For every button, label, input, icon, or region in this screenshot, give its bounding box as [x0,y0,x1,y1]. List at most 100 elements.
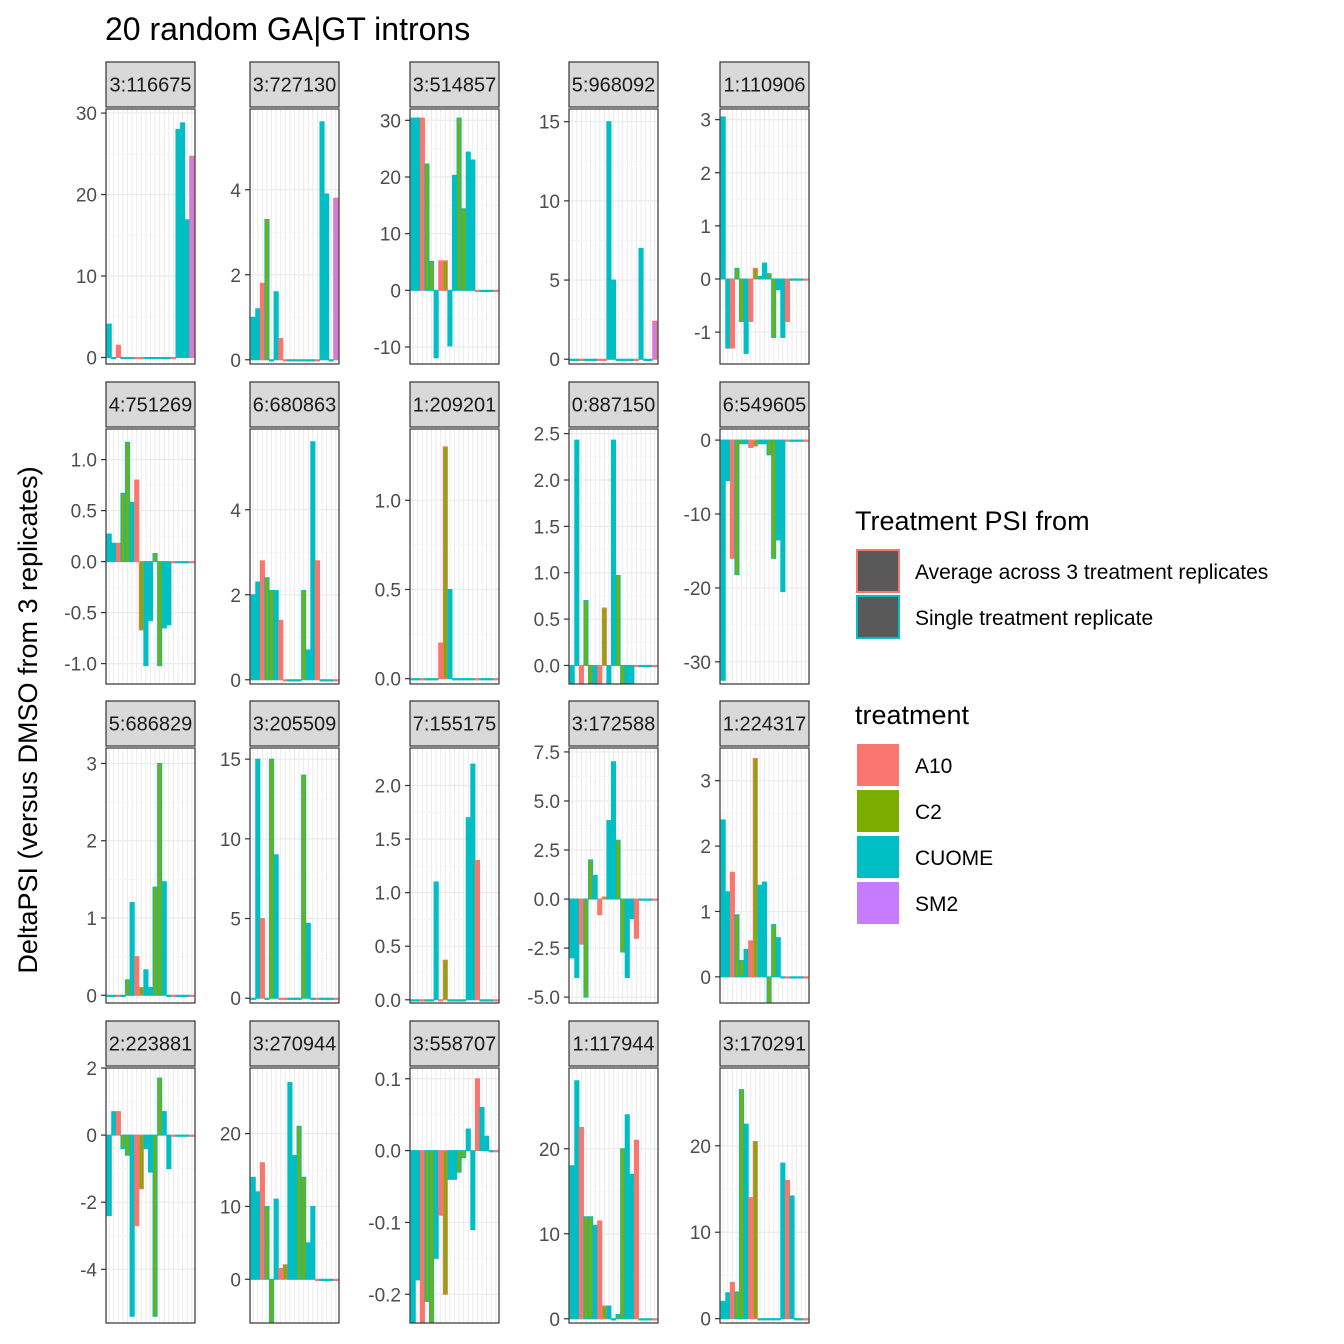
y-tick-label: 0 [549,1310,560,1331]
bar [419,678,425,681]
bar [424,1150,430,1302]
y-tick-label: 10 [380,225,401,246]
y-tick-label: 10 [539,192,560,213]
bar [106,994,112,997]
facet-strip [409,381,500,428]
facet-strip-label: 3:116675 [110,75,192,97]
bar [734,914,740,978]
y-tick-label: 3 [700,772,711,793]
bar [647,664,653,668]
bar [287,1082,293,1280]
bar [789,976,795,979]
bar [470,678,476,681]
bar [328,679,334,682]
bar [569,1165,575,1320]
y-tick-label: 0 [230,1270,241,1291]
bar [587,859,594,900]
panel-border [105,108,196,365]
y-tick-label: -10 [374,338,401,359]
bar [488,289,494,293]
bar [152,886,158,996]
bar [780,278,786,338]
bar [784,278,791,322]
bar [743,439,749,445]
bar [470,159,476,291]
bar [305,922,311,999]
facet-strip-label: 7:155175 [413,714,496,736]
bar [725,439,731,482]
y-tick-label: 0.5 [71,502,97,523]
bar [278,997,284,1000]
bar [264,219,270,361]
bar [438,999,444,1002]
panel-border [719,108,810,365]
y-tick-label: 20 [76,186,97,207]
legend-label-single: Single treatment replicate [915,607,1153,630]
bar [124,979,131,996]
bar [250,316,256,361]
bar [310,359,316,362]
bar [138,561,144,631]
facet-panel: 6:680863 0 2 4 [230,381,340,692]
y-tick-label: 2 [700,164,711,185]
bar [766,1318,772,1321]
bar [138,356,144,360]
bar [725,1292,731,1320]
bar [287,359,293,362]
legend-key-cuome [857,836,899,878]
bar [465,678,471,681]
legend-label-c2: C2 [915,801,942,824]
bar [296,359,302,362]
bar [798,278,804,281]
bar [259,282,265,361]
bar [775,937,781,978]
bar [319,121,325,361]
bar [456,678,462,681]
bar [438,260,444,291]
bar [601,896,607,900]
y-tick-label: 0 [700,968,711,989]
facet-panel: 1:117944 0 10 20 [539,1020,659,1331]
bar [752,757,758,978]
bar [314,359,321,362]
facet-strip [409,700,500,747]
bar [296,997,302,1000]
bar [447,1150,453,1180]
bar [643,1318,649,1321]
bar [433,1150,439,1259]
bar [264,577,270,681]
facet-panel: 3:558707 -0.2 -0.1 0.0 0.1 [368,1020,500,1324]
bar [461,1150,467,1159]
facet-strip [719,61,810,108]
bar [170,994,177,997]
facet-strip [249,700,340,747]
bar [794,439,800,442]
bar [184,561,190,564]
bar [738,960,745,978]
facet-strip [249,1020,340,1067]
bar [583,600,589,666]
y-tick-label: 20 [380,168,401,189]
bar [752,439,758,447]
bar [587,1216,594,1320]
bar [124,441,131,563]
bar [488,1150,494,1153]
bar [771,278,777,338]
bar [775,1318,781,1321]
y-tick-label: 0.0 [534,656,560,677]
bar [784,1179,791,1320]
bar [620,664,626,685]
bar [250,1176,256,1280]
y-tick-label: 5.0 [534,792,560,813]
bar [134,356,140,360]
bar [442,1150,448,1295]
bar [143,1134,149,1150]
bar [419,117,425,291]
facet-panel: 5:968092 0 5 10 15 [539,61,659,371]
bar [282,997,288,1000]
bar [111,1111,117,1136]
bar [442,959,448,1001]
y-tick-label: 10 [220,830,241,851]
bar [734,267,740,280]
bar [465,817,471,1001]
